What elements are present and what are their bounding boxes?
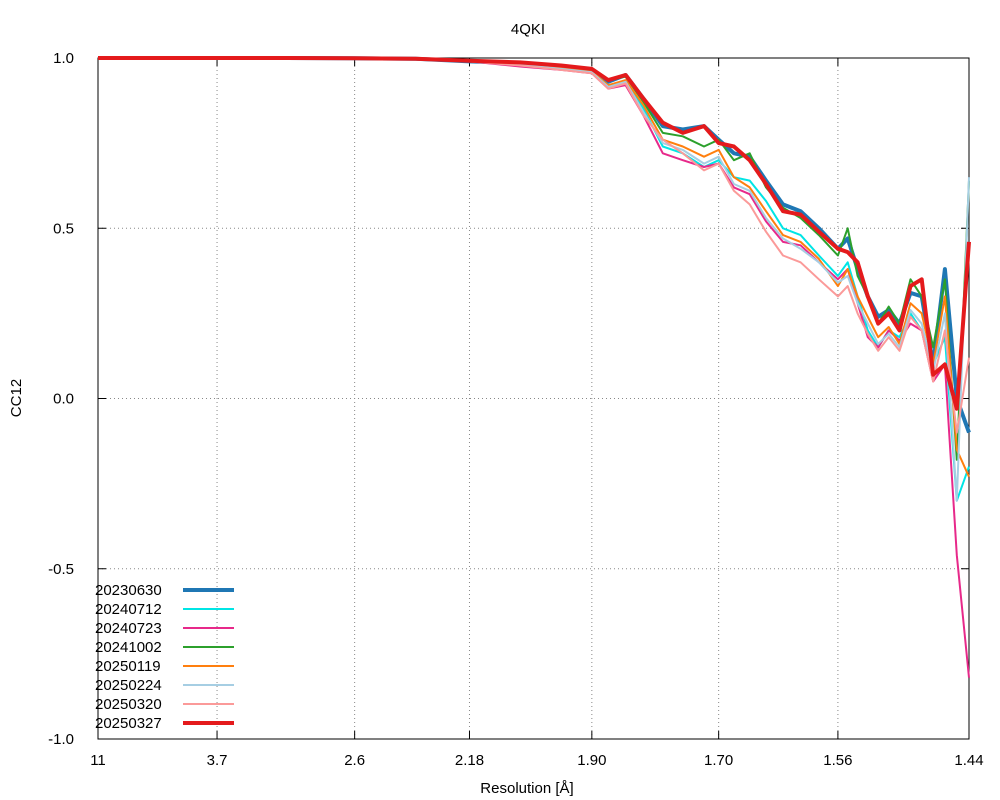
x-axis-label: Resolution [Å] [480,780,573,797]
grid [97,58,970,739]
legend-label: 20240712 [95,601,162,618]
x-tick-label: 3.7 [207,752,228,769]
legend-label: 20250224 [95,677,162,694]
legend-label: 20250119 [95,658,161,675]
x-tick-label: 2.6 [344,752,365,769]
legend-label: 20250327 [95,715,162,732]
y-axis-label: CC12 [8,379,25,417]
y-tick-label: -1.0 [48,731,74,748]
y-tick-label: 1.0 [53,50,74,67]
legend-label: 20250320 [95,696,162,713]
series-lines [98,56,971,678]
chart-title: 4QKI [511,21,545,38]
x-tick-label: 1.56 [823,752,852,769]
y-tick-label: 0.0 [53,391,74,408]
axis-ticks: 1.0 0.5 0.0 -0.5 -1.0 11 3.7 2.6 2.18 1.90 1.70 1.5… [48,50,983,769]
legend-label: 20230630 [95,582,162,599]
x-tick-label: 11 [90,752,106,769]
legend: 20230630 20240712 20240723 20241002 20250119… [95,582,234,732]
legend-label: 20241002 [95,639,162,656]
series-line-20250119 [98,57,970,478]
y-tick-label: -0.5 [48,561,74,578]
x-tick-label: 1.44 [954,752,983,769]
x-tick-label: 1.70 [704,752,733,769]
series-line-20250327 [98,56,971,411]
x-tick-label: 2.18 [455,752,484,769]
legend-label: 20240723 [95,620,162,637]
x-tick-label: 1.90 [577,752,606,769]
y-tick-label: 0.5 [53,220,74,237]
